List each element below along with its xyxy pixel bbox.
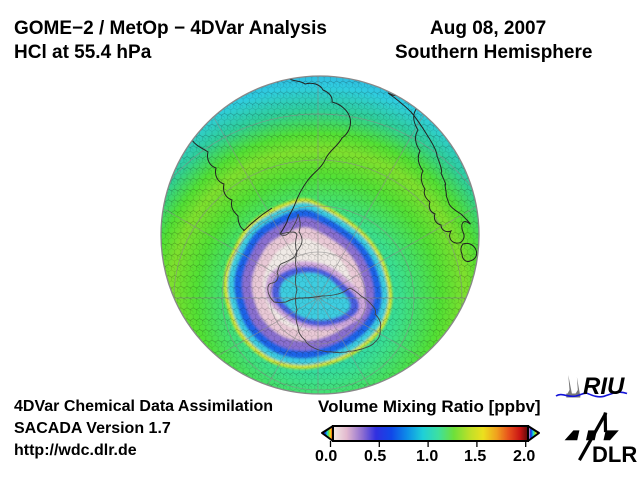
svg-text:DLR: DLR <box>592 442 637 467</box>
svg-text:RIU: RIU <box>583 373 625 400</box>
